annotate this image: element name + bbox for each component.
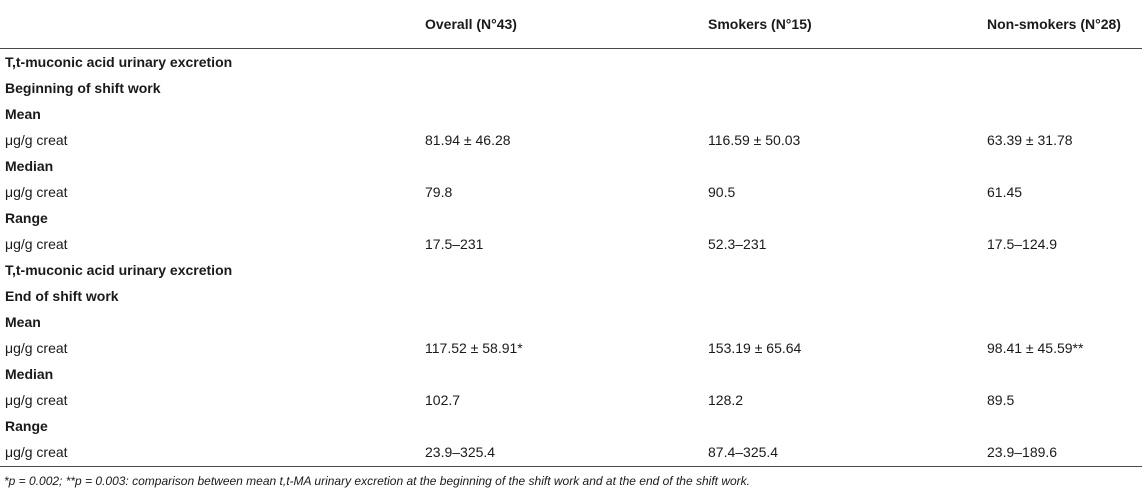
smokers-cell: 87.4–325.4	[703, 439, 982, 467]
table-section-row: Range	[0, 205, 1142, 231]
non-smokers-cell	[982, 205, 1142, 231]
row-label-cell: Median	[5, 158, 54, 174]
non-smokers-cell	[982, 283, 1142, 309]
table-row: μg/g creat 117.52 ± 58.91* 153.19 ± 65.64 9…	[0, 335, 1142, 361]
non-smokers-cell	[982, 413, 1142, 439]
non-smokers-cell	[982, 49, 1142, 76]
smokers-cell: 90.5	[708, 184, 736, 200]
smokers-cell: 153.19 ± 65.64	[708, 340, 802, 356]
table-section-row: Beginning of shift work	[0, 75, 1142, 101]
overall-cell	[420, 75, 703, 101]
row-label-cell: Range	[5, 210, 48, 226]
non-smokers-cell: 89.5	[987, 392, 1015, 408]
table-footnote: *p = 0.002; **p = 0.003: comparison betw…	[4, 474, 750, 488]
row-label-cell: Beginning of shift work	[5, 80, 161, 96]
row-label-cell: Mean	[5, 314, 41, 330]
smokers-cell: 128.2	[708, 392, 744, 408]
overall-cell: 17.5–231	[425, 236, 484, 252]
smokers-cell	[703, 309, 982, 335]
non-smokers-cell	[982, 309, 1142, 335]
row-label-cell: μg/g creat	[5, 184, 68, 200]
smokers-cell	[703, 283, 982, 309]
row-label-cell: μg/g creat	[5, 132, 68, 148]
header-cell-non-smokers: Non-smokers (N°28)	[982, 0, 1142, 49]
row-label-cell: End of shift work	[5, 288, 119, 304]
non-smokers-cell	[982, 361, 1142, 387]
overall-cell: 81.94 ± 46.28	[425, 132, 511, 148]
row-label-cell: μg/g creat	[5, 236, 68, 252]
table-section-row: End of shift work	[0, 283, 1142, 309]
smokers-cell	[703, 257, 982, 283]
row-label-cell: T,t-muconic acid urinary excretion	[5, 262, 233, 278]
smokers-cell	[703, 361, 982, 387]
smokers-cell	[703, 153, 982, 179]
overall-cell	[420, 413, 703, 439]
non-smokers-cell: 63.39 ± 31.78	[987, 132, 1073, 148]
results-table: Overall (N°43) Smokers (N°15) Non-smoker…	[0, 0, 1142, 467]
overall-cell: 79.8	[425, 184, 453, 200]
non-smokers-cell: 98.41 ± 45.59**	[987, 340, 1084, 356]
non-smokers-cell	[982, 153, 1142, 179]
non-smokers-cell	[982, 101, 1142, 127]
table-section-row: Mean	[0, 309, 1142, 335]
header-cell-label	[0, 0, 420, 49]
non-smokers-cell	[982, 257, 1142, 283]
table-row: μg/g creat 81.94 ± 46.28 116.59 ± 50.03 63.…	[0, 127, 1142, 153]
table-section-row: T,t-muconic acid urinary excretion	[0, 49, 1142, 76]
header-cell-overall: Overall (N°43)	[420, 0, 703, 49]
overall-cell	[420, 49, 703, 76]
table-row: μg/g creat 79.8 90.5 61.45	[0, 179, 1142, 205]
smokers-cell	[703, 75, 982, 101]
overall-cell	[420, 205, 703, 231]
smokers-cell	[703, 49, 982, 76]
row-label-cell: μg/g creat	[5, 392, 68, 408]
table-section-row: Mean	[0, 101, 1142, 127]
smokers-cell	[703, 101, 982, 127]
overall-cell: 102.7	[425, 392, 461, 408]
row-label-cell: Median	[5, 366, 54, 382]
row-label-cell: μg/g creat	[5, 340, 68, 356]
row-label-cell: Mean	[5, 106, 41, 122]
table-section-row: Range	[0, 413, 1142, 439]
overall-cell	[420, 283, 703, 309]
row-label-cell: T,t-muconic acid urinary excretion	[5, 54, 233, 70]
non-smokers-cell: 17.5–124.9	[987, 236, 1058, 252]
header-cell-smokers: Smokers (N°15)	[703, 0, 982, 49]
overall-cell	[420, 101, 703, 127]
table-header-row: Overall (N°43) Smokers (N°15) Non-smoker…	[0, 0, 1142, 49]
overall-cell: 117.52 ± 58.91*	[425, 340, 523, 356]
overall-cell	[420, 309, 703, 335]
non-smokers-cell: 23.9–189.6	[982, 439, 1142, 467]
overall-cell	[420, 257, 703, 283]
table-body: T,t-muconic acid urinary excretion Beginn…	[0, 49, 1142, 467]
smokers-cell	[703, 205, 982, 231]
table-section-row: T,t-muconic acid urinary excretion	[0, 257, 1142, 283]
row-label-cell: μg/g creat	[0, 439, 420, 467]
overall-cell	[420, 153, 703, 179]
non-smokers-cell: 61.45	[987, 184, 1023, 200]
smokers-cell: 116.59 ± 50.03	[708, 132, 801, 148]
non-smokers-cell	[982, 75, 1142, 101]
smokers-cell	[703, 413, 982, 439]
smokers-cell: 52.3–231	[708, 236, 767, 252]
overall-cell	[420, 361, 703, 387]
table-section-row: Median	[0, 153, 1142, 179]
table-section-row: Median	[0, 361, 1142, 387]
table-row: μg/g creat 102.7 128.2 89.5	[0, 387, 1142, 413]
table-row: μg/g creat 17.5–231 52.3–231 17.5–124.9	[0, 231, 1142, 257]
table-row: μg/g creat 23.9–325.4 87.4–325.4 23.9–189.6	[0, 439, 1142, 467]
row-label-cell: Range	[5, 418, 48, 434]
overall-cell: 23.9–325.4	[420, 439, 703, 467]
